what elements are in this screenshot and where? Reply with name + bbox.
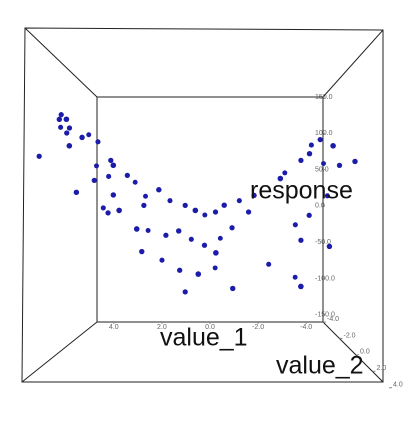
y-tick-label: -4.0 — [327, 316, 339, 323]
point — [132, 179, 138, 185]
point — [336, 162, 343, 169]
x-tick-label: 2.0 — [157, 324, 167, 331]
point — [352, 158, 358, 165]
point — [317, 136, 323, 143]
z-tick-label: 50.0 — [315, 166, 329, 173]
point — [100, 205, 106, 211]
labels: response value_1 value_2 4.0 2.0 0.0 -2.0 -4… — [109, 94, 403, 389]
z-tick-label: -100.0 — [315, 275, 335, 282]
point — [251, 192, 257, 198]
point — [221, 202, 227, 208]
point — [163, 232, 169, 238]
point — [212, 209, 219, 215]
point — [116, 207, 122, 214]
point — [36, 153, 42, 159]
point — [159, 257, 165, 263]
point — [156, 187, 162, 193]
point — [282, 170, 288, 176]
point — [306, 212, 312, 218]
point — [58, 124, 64, 130]
point — [110, 162, 117, 169]
point — [229, 225, 235, 231]
point — [230, 285, 236, 292]
point — [79, 134, 85, 141]
point — [245, 209, 252, 215]
point — [308, 142, 314, 148]
y-axis-title: value_2 — [276, 352, 364, 380]
y-tick-label: -2.0 — [343, 332, 355, 339]
box-edge — [322, 321, 384, 383]
point — [91, 177, 97, 184]
box-edge — [24, 27, 98, 98]
point — [292, 222, 298, 228]
point — [110, 192, 117, 198]
point — [167, 198, 173, 204]
point — [192, 207, 199, 214]
point — [236, 198, 242, 204]
point — [201, 242, 208, 248]
point — [64, 130, 70, 136]
z-tick-label: 0.0 — [315, 203, 325, 210]
z-axis-title: response — [250, 177, 353, 205]
point — [217, 235, 223, 241]
point — [182, 202, 188, 208]
point — [195, 271, 202, 277]
point — [66, 125, 73, 131]
point — [298, 237, 304, 243]
point — [176, 228, 182, 234]
point — [182, 289, 188, 295]
point — [266, 261, 272, 267]
points — [36, 112, 358, 295]
point — [213, 250, 219, 256]
point — [108, 157, 114, 164]
point — [298, 283, 304, 290]
point — [141, 202, 147, 208]
z-tick-label: 100.0 — [315, 130, 333, 137]
point — [145, 228, 151, 233]
point — [306, 150, 313, 157]
x-tick-label: 0.0 — [205, 324, 215, 331]
point — [324, 193, 330, 199]
point — [73, 189, 80, 196]
point — [330, 142, 336, 149]
point — [58, 112, 64, 118]
x-tick-label: 4.0 — [109, 324, 119, 331]
point — [105, 210, 111, 216]
point — [177, 267, 183, 273]
box-edge — [322, 29, 384, 98]
y-tick-label: 0.0 — [360, 349, 370, 356]
point — [277, 175, 284, 182]
point — [143, 193, 148, 199]
point — [106, 173, 112, 180]
point — [63, 116, 70, 123]
point — [139, 248, 145, 255]
point — [56, 116, 63, 123]
point — [188, 236, 194, 242]
point — [298, 157, 304, 164]
z-tick-label: -150.0 — [315, 312, 335, 319]
point — [202, 212, 208, 218]
point — [212, 265, 218, 271]
point — [292, 274, 298, 280]
box-edge — [21, 321, 98, 383]
point — [95, 139, 101, 145]
point — [124, 172, 130, 179]
point — [326, 243, 333, 250]
x-tick-label: -4.0 — [300, 324, 312, 331]
point — [66, 142, 73, 149]
x-axis-title: value_1 — [160, 324, 248, 352]
x-tick-label: -2.0 — [252, 324, 264, 331]
z-tick-label: 150.0 — [315, 94, 333, 101]
point — [86, 132, 92, 138]
point — [133, 226, 140, 232]
point — [321, 161, 326, 167]
point — [94, 163, 99, 169]
back-frame — [96, 96, 324, 323]
y-tick-label: 4.0 — [393, 382, 403, 389]
y-tick-label: 2.0 — [376, 365, 386, 372]
z-tick-label: -50.0 — [315, 239, 331, 246]
